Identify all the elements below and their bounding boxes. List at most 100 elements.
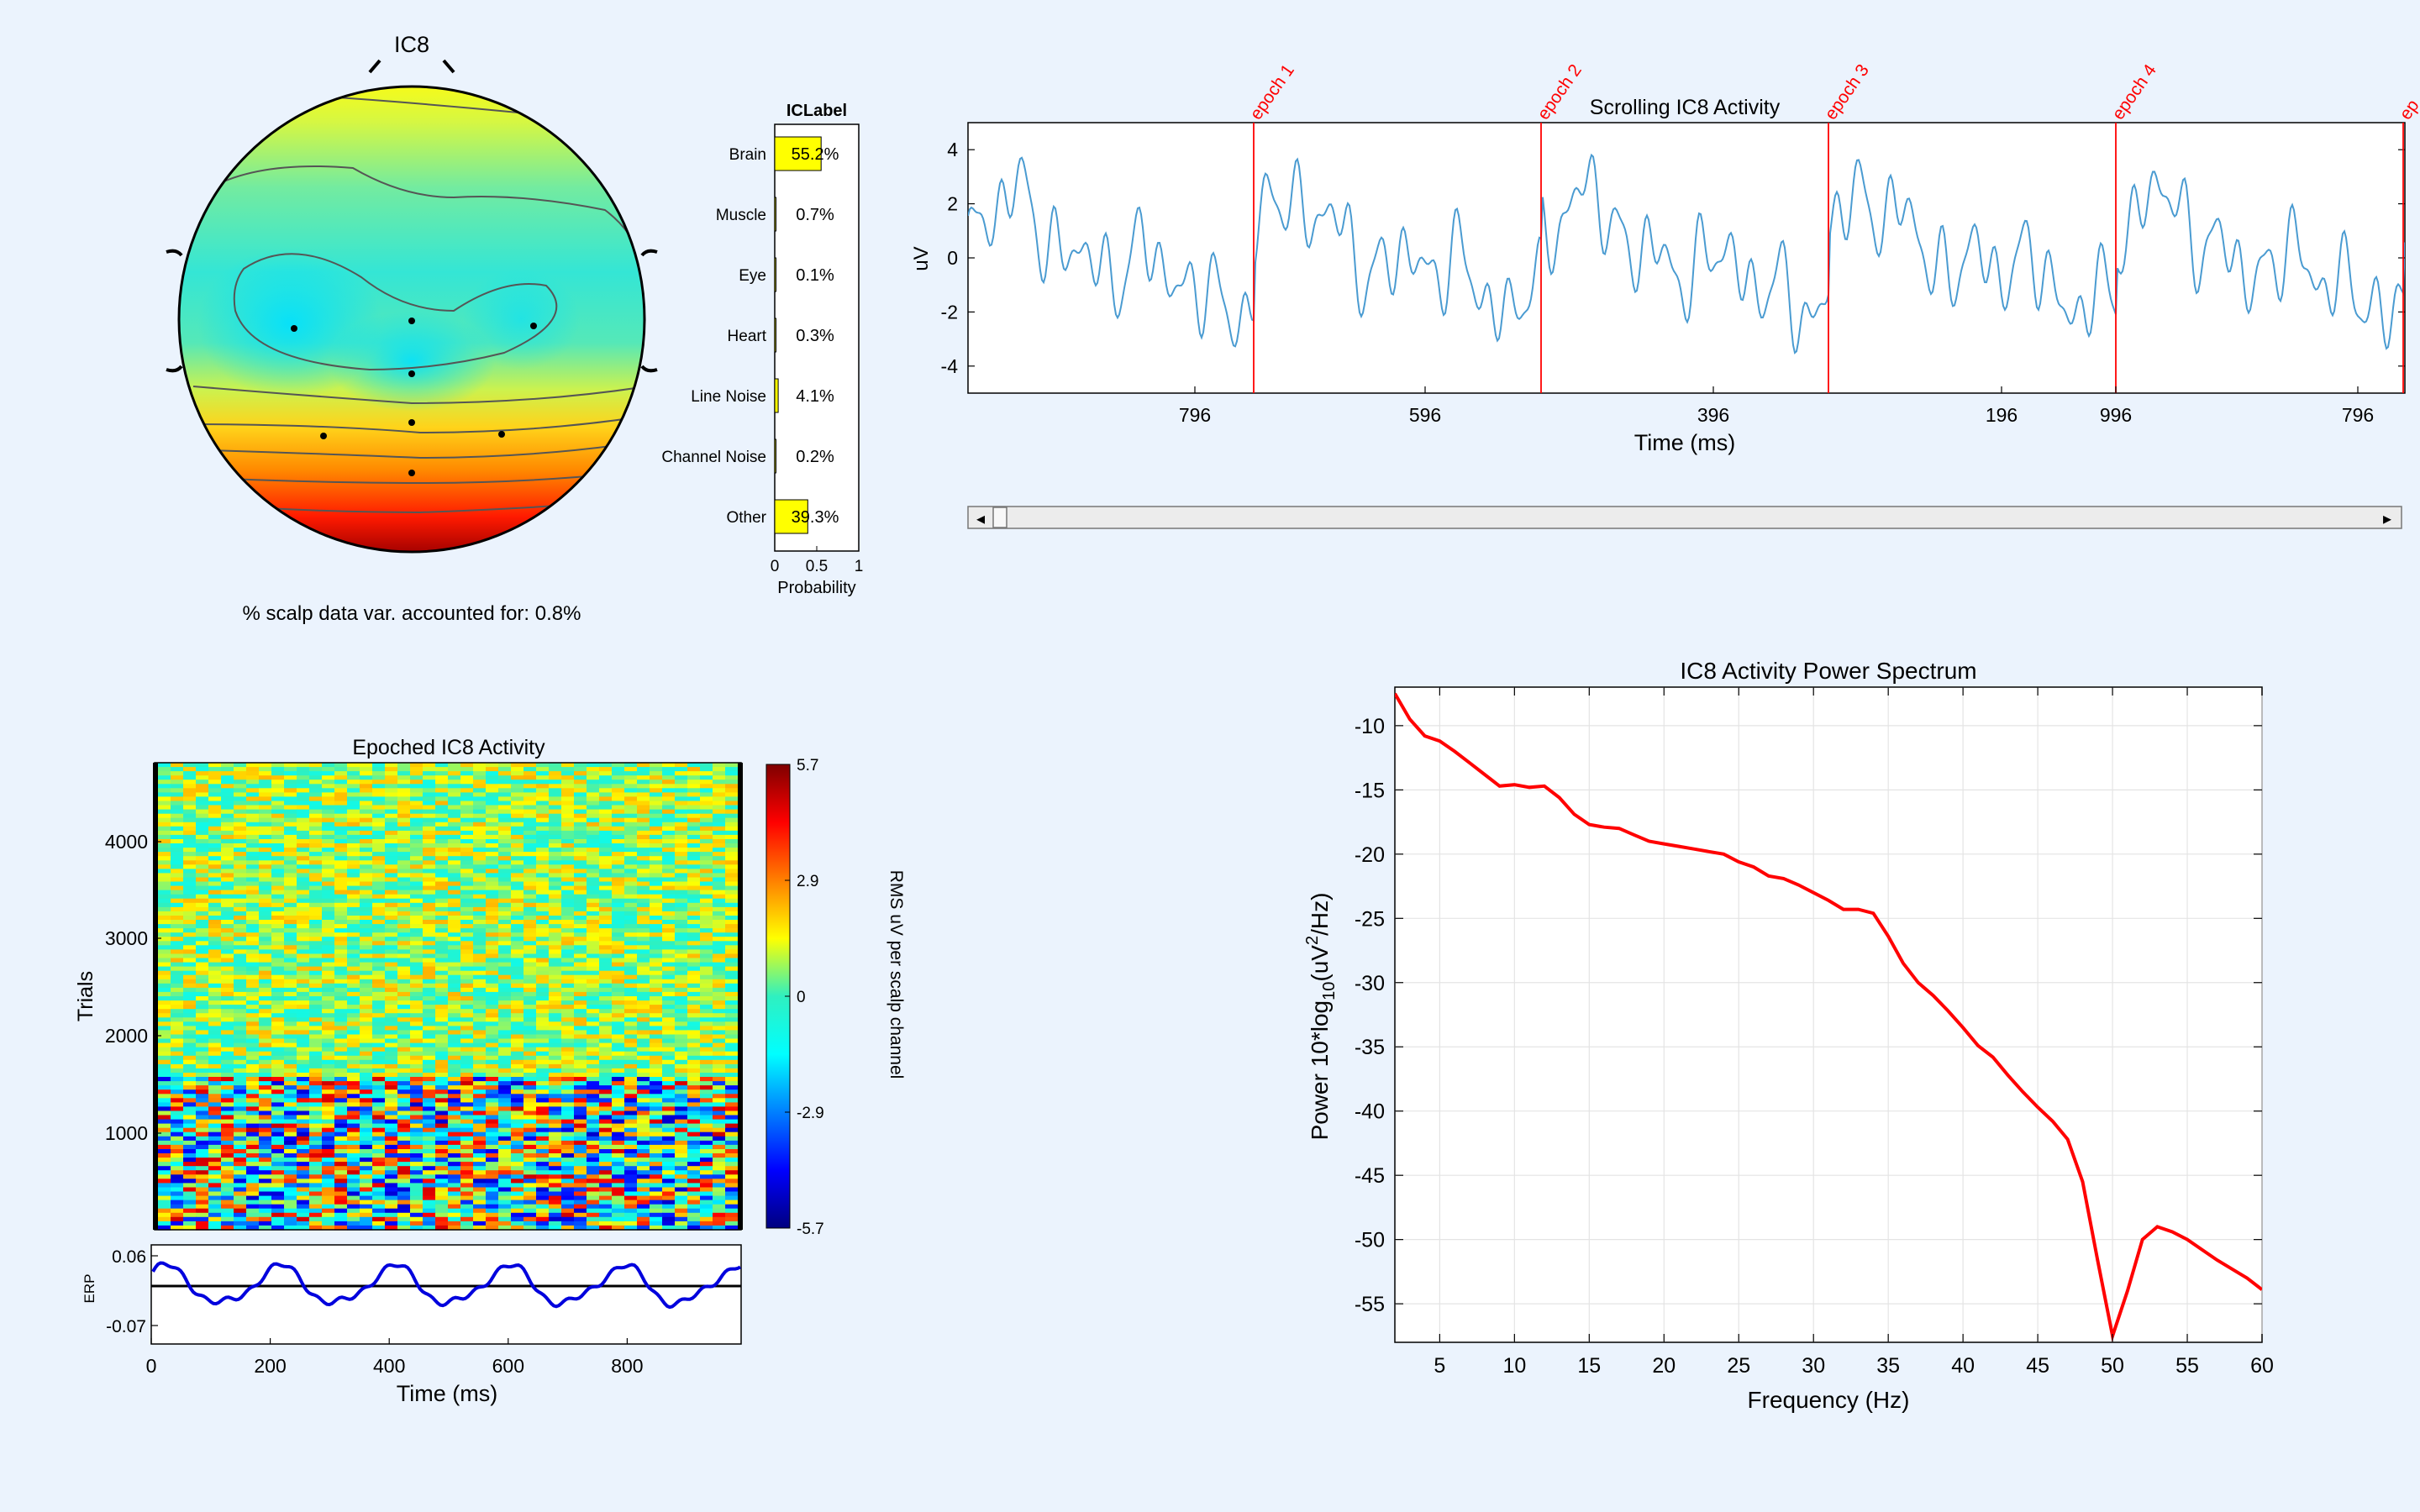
heatmap-cell: [473, 898, 487, 904]
heatmap-cell: [221, 1187, 234, 1193]
heatmap-cell: [309, 864, 323, 869]
heatmap-cell: [523, 822, 537, 827]
heatmap-cell: [587, 1085, 600, 1090]
heatmap-cell: [435, 1179, 449, 1184]
heatmap-cell: [587, 881, 600, 887]
heatmap-cell: [158, 937, 171, 942]
heatmap-cell: [334, 809, 348, 815]
heatmap-cell: [498, 813, 512, 819]
scrollbar-left-arrow[interactable]: ◂: [976, 510, 985, 528]
heatmap-cell: [322, 809, 335, 815]
heatmap-cell: [322, 843, 335, 848]
heatmap-cell: [347, 949, 360, 955]
heatmap-cell: [473, 1081, 487, 1086]
heatmap-cell: [360, 852, 373, 857]
heatmap-cell: [473, 856, 487, 861]
heatmap-cell: [158, 894, 171, 900]
heatmap-cell: [700, 1098, 713, 1103]
heatmap-cell: [687, 763, 701, 768]
heatmap-cell: [271, 996, 285, 1001]
heatmap-cell: [221, 937, 234, 942]
heatmap-cell: [460, 792, 474, 798]
heatmap-cell: [713, 809, 726, 815]
scrollbar[interactable]: ◂ ▸: [967, 506, 2402, 529]
heatmap-cell: [435, 885, 449, 891]
heatmap-cell: [498, 1144, 512, 1150]
heatmap-cell: [713, 1068, 726, 1074]
heatmap-cell: [561, 767, 575, 772]
heatmap-cell: [662, 869, 676, 874]
heatmap-cell: [498, 864, 512, 869]
heatmap-cell: [183, 1200, 197, 1205]
heatmap-cell: [322, 784, 335, 789]
heatmap-cell: [448, 1110, 461, 1116]
scrollbar-thumb[interactable]: [992, 507, 1007, 528]
heatmap-cell: [486, 1162, 499, 1167]
heatmap-cell: [221, 1042, 234, 1048]
heatmap-cell: [234, 1073, 247, 1078]
heatmap-cell: [183, 1136, 197, 1142]
heatmap-cell: [713, 860, 726, 865]
heatmap-cell: [523, 1158, 537, 1163]
heatmap-cell: [322, 1179, 335, 1184]
heatmap-cell: [334, 771, 348, 776]
heatmap-cell: [284, 1115, 297, 1121]
scrollbar-right-arrow[interactable]: ▸: [2383, 510, 2391, 528]
iclabel-bar: [774, 318, 776, 353]
heatmap-cell: [536, 1034, 550, 1040]
heatmap-cell: [662, 784, 676, 789]
heatmap-cell: [435, 1013, 449, 1018]
heatmap-cell: [347, 1051, 360, 1057]
heatmap-cell: [650, 1106, 663, 1112]
heatmap-cell: [662, 822, 676, 827]
heatmap-cell: [725, 979, 739, 984]
heatmap-cell: [662, 958, 676, 963]
heatmap-cell: [360, 1119, 373, 1125]
heatmap-cell: [612, 1017, 625, 1022]
heatmap-cell: [423, 1136, 436, 1142]
heatmap-cell: [725, 784, 739, 789]
heatmap-cell: [271, 826, 285, 832]
heatmap-cell: [410, 916, 424, 921]
heatmap-cell: [460, 826, 474, 832]
heatmap-cell: [599, 1000, 613, 1005]
heatmap-cell: [662, 1136, 676, 1142]
heatmap-cell: [448, 1179, 461, 1184]
heatmap-cell: [687, 920, 701, 925]
heatmap-cell: [536, 1166, 550, 1171]
heatmap-cell: [700, 1174, 713, 1179]
heatmap-cell: [297, 822, 310, 827]
heatmap-cell: [561, 890, 575, 895]
heatmap-cell: [561, 877, 575, 883]
heatmap-cell: [700, 1081, 713, 1086]
heatmap-cell: [385, 834, 398, 840]
heatmap-cell: [397, 877, 411, 883]
heatmap-cell: [675, 826, 688, 832]
heatmap-cell: [372, 1077, 386, 1082]
heatmap-cell: [347, 1063, 360, 1069]
heatmap-cell: [574, 966, 587, 972]
heatmap-cell: [498, 1195, 512, 1201]
heatmap-cell: [196, 1073, 209, 1078]
heatmap-cell: [360, 796, 373, 802]
heatmap-cell: [486, 941, 499, 946]
heatmap-cell: [624, 958, 638, 963]
heatmap-cell: [322, 860, 335, 865]
heatmap-cell: [473, 1038, 487, 1044]
heatmap-cell: [612, 1119, 625, 1125]
heatmap-cell: [158, 916, 171, 921]
heatmap-cell: [208, 941, 222, 946]
scrollbar-track[interactable]: [967, 506, 2402, 529]
heatmap-cell: [662, 1059, 676, 1065]
heatmap-cell: [309, 813, 323, 819]
heatmap-cell: [397, 1166, 411, 1171]
heatmap-cell: [448, 924, 461, 929]
heatmap-cell: [498, 792, 512, 798]
heatmap-cell: [624, 1038, 638, 1044]
heatmap-cell: [587, 983, 600, 989]
heatmap-cell: [637, 902, 650, 908]
heatmap-cell: [561, 873, 575, 879]
heatmap-cell: [713, 822, 726, 827]
heatmap-cell: [347, 894, 360, 900]
heatmap-cell: [574, 830, 587, 836]
